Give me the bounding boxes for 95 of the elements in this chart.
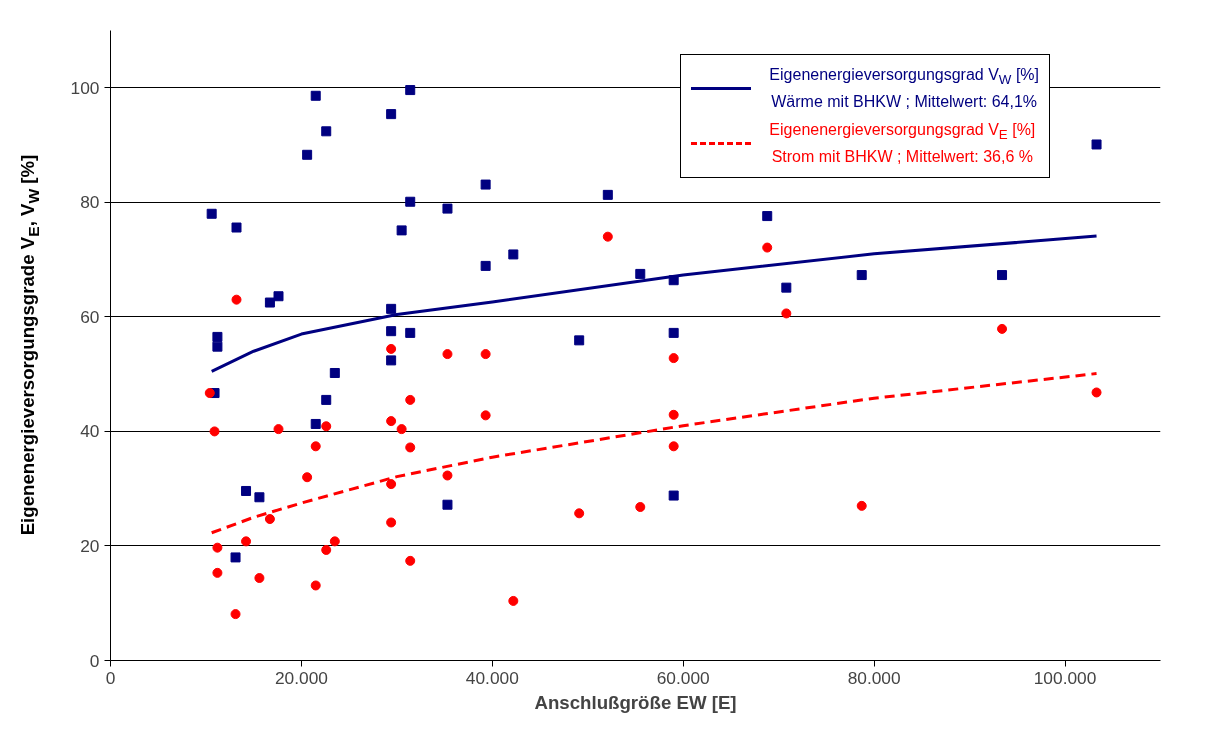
point (386, 326, 397, 337)
point (1091, 139, 1102, 150)
point (635, 502, 646, 512)
y-tick-label: 40 (80, 421, 100, 442)
point (310, 441, 321, 452)
point (321, 421, 332, 432)
point (602, 231, 613, 242)
point (442, 499, 453, 510)
x-tick-label: 60.000 (656, 667, 710, 688)
point (635, 268, 646, 279)
point (386, 355, 397, 366)
point (321, 394, 332, 405)
point (321, 544, 332, 555)
point (762, 242, 773, 253)
point (574, 508, 585, 519)
point (212, 341, 223, 352)
point (480, 260, 491, 271)
point (405, 394, 416, 405)
point (668, 353, 679, 364)
point (302, 472, 313, 483)
point (230, 552, 241, 563)
point (310, 90, 321, 101)
point (329, 536, 340, 547)
y-tick-label: 80 (80, 192, 100, 213)
x-tick-label: 100.000 (1033, 667, 1097, 688)
point (508, 249, 519, 260)
point (1091, 387, 1102, 398)
point (997, 270, 1008, 281)
point (442, 203, 453, 214)
y-tick-label: 20 (80, 535, 100, 556)
point (329, 367, 340, 378)
point (212, 331, 223, 342)
point (212, 567, 223, 578)
point (856, 270, 867, 281)
x-tick-label: 40.000 (465, 667, 519, 688)
point (396, 424, 407, 435)
point (264, 297, 275, 308)
point (997, 323, 1008, 334)
x-tick-label: 20.000 (274, 667, 328, 688)
y-tick-label: 100 (70, 77, 100, 98)
point (241, 485, 252, 496)
point (762, 211, 773, 222)
y-tick-label: 60 (80, 306, 100, 327)
point (480, 410, 491, 421)
point (668, 409, 679, 420)
point (480, 179, 491, 190)
x-tick-label: 0 (105, 667, 116, 688)
point (480, 349, 491, 360)
point (405, 196, 416, 207)
point (508, 595, 519, 606)
point (386, 109, 397, 120)
point (781, 308, 792, 319)
point (231, 222, 242, 233)
point (781, 282, 792, 293)
point (442, 470, 453, 481)
point (574, 335, 585, 346)
point (310, 580, 321, 591)
y-tick-label: 0 (89, 650, 100, 671)
point (856, 500, 867, 511)
point (231, 294, 242, 305)
point (254, 492, 265, 503)
point (230, 609, 241, 620)
point (212, 542, 223, 553)
line-series (210, 372, 1099, 535)
point (602, 189, 613, 200)
point (405, 442, 416, 453)
point (668, 490, 679, 501)
point (386, 343, 397, 354)
point (396, 225, 407, 236)
point (321, 126, 332, 137)
point (241, 536, 252, 547)
line-series (210, 234, 1099, 373)
point (386, 303, 397, 314)
point (386, 479, 397, 490)
point (254, 573, 265, 584)
point (405, 85, 416, 96)
point (206, 208, 217, 219)
point (310, 418, 321, 429)
x-tick-label: 80.000 (847, 667, 901, 688)
point (386, 416, 397, 427)
point (273, 291, 284, 302)
point (668, 441, 679, 452)
point (386, 517, 397, 528)
point (273, 424, 284, 435)
point (405, 327, 416, 338)
point (204, 388, 215, 399)
point (209, 426, 220, 437)
point (264, 514, 275, 525)
point (442, 349, 453, 360)
point (302, 149, 313, 160)
legend-label: Eigenenergieversorgungsgrad V$_{W}$ [%] Wärme mit BHKW ; Mittelwert: 64,1% (769, 65, 1039, 113)
point (405, 555, 416, 566)
x-axis-title: Anschlußgröße EW [E] (534, 691, 737, 713)
point (668, 327, 679, 338)
legend-label: Eigenenergieversorgungsgrad V$_{E}$ [%] Strom mit BHKW ; Mittelwert: 36,6 % (769, 120, 1036, 168)
